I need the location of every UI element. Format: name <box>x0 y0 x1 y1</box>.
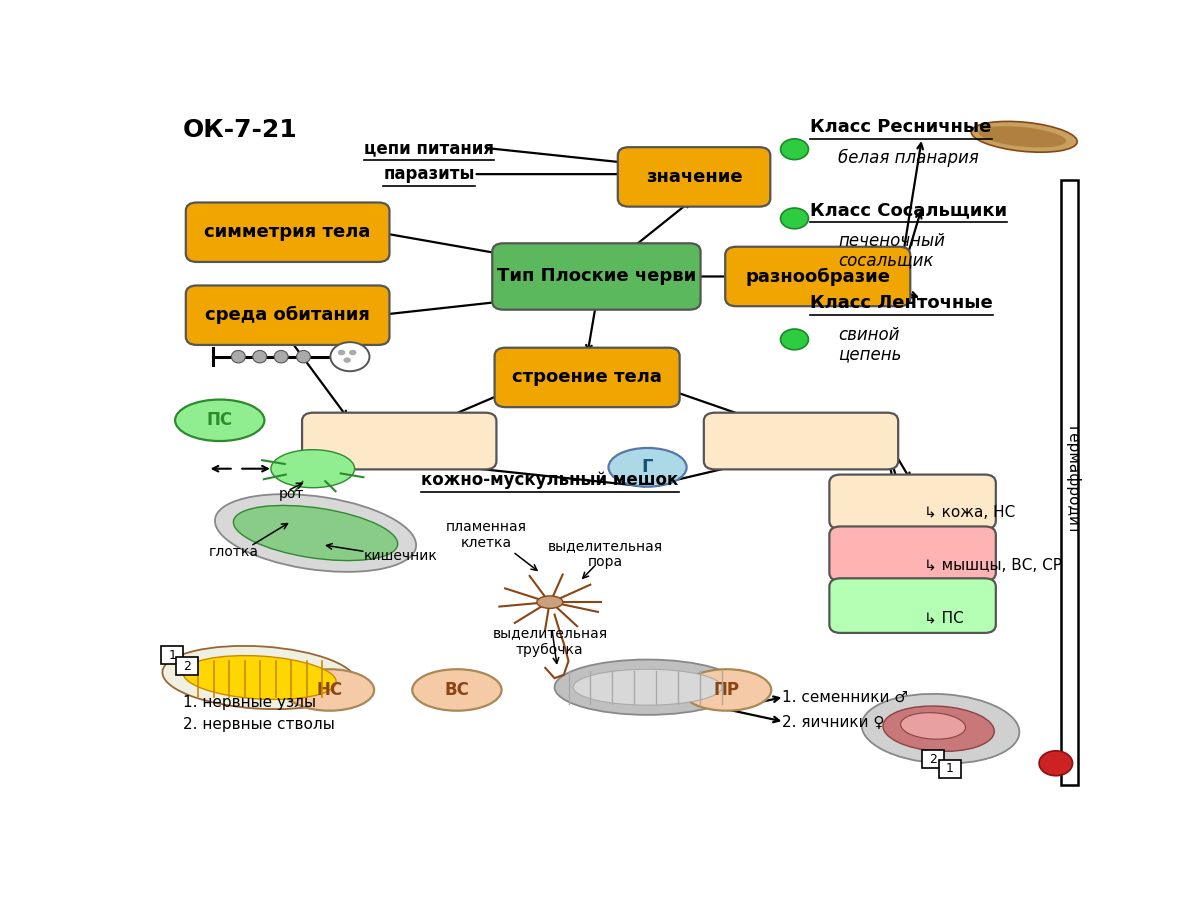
Ellipse shape <box>413 669 502 710</box>
Ellipse shape <box>215 494 416 572</box>
Text: 2: 2 <box>929 753 937 766</box>
Ellipse shape <box>900 713 966 739</box>
FancyBboxPatch shape <box>725 247 911 306</box>
Bar <box>161 647 184 665</box>
Text: белая планария: белая планария <box>839 148 979 167</box>
Text: паразиты: паразиты <box>383 165 475 183</box>
Text: разнообразие: разнообразие <box>745 268 890 286</box>
Text: свиной: свиной <box>839 326 900 344</box>
Ellipse shape <box>554 659 740 715</box>
Text: Класс Сосальщики: Класс Сосальщики <box>810 201 1008 219</box>
Ellipse shape <box>274 350 288 363</box>
Text: глотка: глотка <box>209 545 259 559</box>
Text: 1. нервные узлы: 1. нервные узлы <box>182 695 316 710</box>
Ellipse shape <box>608 448 686 487</box>
Text: рот: рот <box>278 487 304 500</box>
Text: выделительная
трубочка: выделительная трубочка <box>492 627 607 656</box>
Ellipse shape <box>343 357 350 363</box>
Bar <box>938 760 961 778</box>
Text: строение тела: строение тела <box>512 368 662 386</box>
Text: среда обитания: среда обитания <box>205 306 370 324</box>
FancyBboxPatch shape <box>186 202 390 262</box>
Text: 1. семенники ♂: 1. семенники ♂ <box>782 690 908 704</box>
Text: ПС: ПС <box>206 411 233 429</box>
Ellipse shape <box>232 350 245 363</box>
Ellipse shape <box>162 646 358 709</box>
Ellipse shape <box>296 350 311 363</box>
Text: значение: значение <box>646 168 743 186</box>
FancyBboxPatch shape <box>186 286 390 345</box>
Text: ↳ кожа, НС: ↳ кожа, НС <box>924 505 1015 520</box>
Text: пламенная
клетка: пламенная клетка <box>446 520 527 550</box>
Text: 1: 1 <box>168 649 176 662</box>
Ellipse shape <box>284 669 374 710</box>
Ellipse shape <box>780 208 809 229</box>
Text: 2. нервные стволы: 2. нервные стволы <box>182 717 335 732</box>
Ellipse shape <box>883 706 995 752</box>
Ellipse shape <box>971 121 1078 152</box>
Ellipse shape <box>862 694 1019 763</box>
Text: ВС: ВС <box>444 681 469 699</box>
Ellipse shape <box>780 329 809 349</box>
FancyBboxPatch shape <box>704 413 898 470</box>
Text: гермафродит: гермафродит <box>1066 427 1080 536</box>
Ellipse shape <box>175 400 264 441</box>
Ellipse shape <box>330 342 370 371</box>
Text: цепень: цепень <box>839 345 901 363</box>
Text: Тип Плоские черви: Тип Плоские черви <box>497 268 696 286</box>
Ellipse shape <box>682 669 772 710</box>
FancyBboxPatch shape <box>618 147 770 207</box>
FancyBboxPatch shape <box>494 348 679 407</box>
Text: выделительная
пора: выделительная пора <box>548 539 664 568</box>
FancyBboxPatch shape <box>829 474 996 529</box>
Text: симметрия тела: симметрия тела <box>204 224 371 242</box>
Bar <box>922 750 944 768</box>
Text: Класс Ресничные: Класс Ресничные <box>810 119 991 136</box>
Ellipse shape <box>253 350 266 363</box>
Text: сосальщик: сосальщик <box>839 251 934 269</box>
Ellipse shape <box>338 349 346 356</box>
Text: ↳ ПС: ↳ ПС <box>924 611 964 626</box>
Bar <box>1062 180 1078 786</box>
Text: Г: Г <box>642 458 653 476</box>
FancyBboxPatch shape <box>829 578 996 633</box>
Ellipse shape <box>780 139 809 160</box>
Text: Класс Ленточные: Класс Ленточные <box>810 294 994 312</box>
Ellipse shape <box>184 656 336 700</box>
Text: цепи питания: цепи питания <box>364 139 494 157</box>
Ellipse shape <box>536 596 563 608</box>
Text: 2. яичники ♀: 2. яичники ♀ <box>782 714 884 729</box>
Ellipse shape <box>978 127 1066 147</box>
Text: 2: 2 <box>184 660 191 673</box>
FancyBboxPatch shape <box>829 526 996 581</box>
Text: кожно-мускульный мешок: кожно-мускульный мешок <box>421 471 678 489</box>
Bar <box>176 657 198 675</box>
Ellipse shape <box>349 349 356 356</box>
Text: печеночный: печеночный <box>839 232 946 250</box>
FancyBboxPatch shape <box>492 243 701 310</box>
Ellipse shape <box>1039 751 1073 776</box>
Text: 1: 1 <box>946 762 954 775</box>
Ellipse shape <box>233 506 397 560</box>
Text: НС: НС <box>317 681 342 699</box>
Text: кишечник: кишечник <box>364 549 438 563</box>
Text: ПР: ПР <box>714 681 739 699</box>
Ellipse shape <box>271 450 355 488</box>
FancyBboxPatch shape <box>302 413 497 470</box>
Ellipse shape <box>574 669 722 705</box>
Text: ↳ мышцы, ВС, СР: ↳ мышцы, ВС, СР <box>924 558 1062 573</box>
Text: ОК-7-21: ОК-7-21 <box>182 118 298 142</box>
